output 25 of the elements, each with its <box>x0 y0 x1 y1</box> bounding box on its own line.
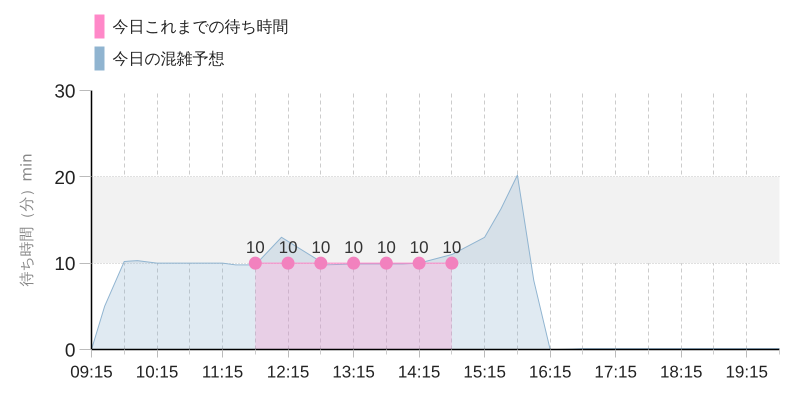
x-tick-label: 10:15 <box>136 362 178 382</box>
y-tick-label: 30 <box>54 82 76 102</box>
x-tick-label: 15:15 <box>463 362 506 382</box>
data-label: 10 <box>442 238 462 258</box>
x-tick-label: 11:15 <box>202 362 244 382</box>
x-tick-label: 16:15 <box>528 362 572 382</box>
data-label: 10 <box>278 238 298 258</box>
data-label: 10 <box>410 238 429 258</box>
x-tick-label: 14:15 <box>398 362 440 382</box>
x-tick-label: 12:15 <box>266 362 310 382</box>
x-tick-label: 18:15 <box>660 362 702 382</box>
data-label: 10 <box>246 238 265 258</box>
legend-label: 今日の混雑予想 <box>112 49 224 68</box>
y-axis-title: 待ち時間（分）min <box>17 153 36 287</box>
x-tick-label: 13:15 <box>332 362 375 382</box>
x-tick-label: 09:15 <box>70 362 113 382</box>
data-label: 10 <box>311 238 330 258</box>
data-label: 10 <box>344 238 364 258</box>
y-tick-label: 20 <box>54 168 76 189</box>
y-tick-label: 0 <box>64 340 76 362</box>
legend-label: 今日これまでの待ち時間 <box>112 17 288 36</box>
data-label: 10 <box>376 238 396 258</box>
x-tick-label: 17:15 <box>594 362 637 382</box>
y-tick-label: 10 <box>54 254 76 276</box>
x-tick-label: 19:15 <box>725 362 768 382</box>
